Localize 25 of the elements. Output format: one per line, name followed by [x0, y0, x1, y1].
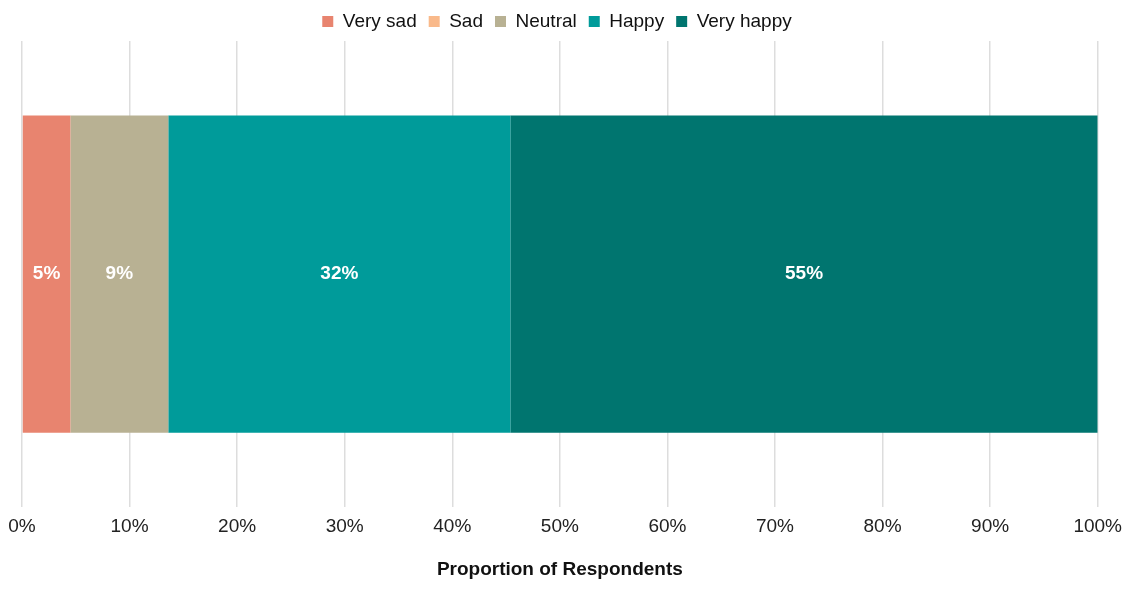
legend-label: Very sad: [342, 9, 417, 31]
bar: [168, 115, 511, 433]
data-label: 9%: [105, 262, 134, 284]
x-tick-label: 80%: [863, 515, 902, 537]
data-label: 55%: [785, 262, 824, 284]
bar: [70, 115, 169, 433]
legend-label: Sad: [449, 9, 484, 31]
x-tick-label: 0%: [8, 515, 36, 537]
legend-label: Neutral: [515, 9, 577, 31]
x-tick-label: 90%: [971, 515, 1010, 537]
x-tick-label: 60%: [648, 515, 687, 537]
x-axis-title: Proportion of Respondents: [436, 557, 683, 579]
x-tick-label: 40%: [433, 515, 472, 537]
x-tick-label: 50%: [540, 515, 579, 537]
x-tick-label: 10%: [110, 515, 149, 537]
x-tick-label: 20%: [218, 515, 257, 537]
bar: [510, 115, 1098, 433]
bar: [22, 115, 71, 433]
legend-label: Very happy: [696, 9, 793, 31]
x-tick-label: 30%: [325, 515, 364, 537]
x-tick-label: 70%: [755, 515, 795, 537]
x-tick-label: 100%: [1073, 515, 1123, 537]
data-label: 32%: [320, 262, 359, 284]
legend-label: Happy: [609, 9, 665, 31]
data-label: 5%: [32, 262, 61, 284]
